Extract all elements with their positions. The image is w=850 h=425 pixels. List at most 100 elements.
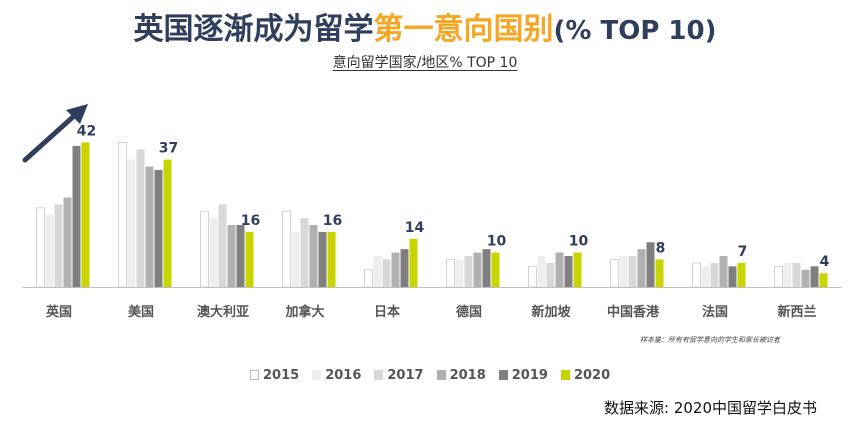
bar-2015-3	[282, 210, 291, 288]
legend-label-2017: 2017	[387, 367, 424, 383]
bar-2019-7	[646, 242, 655, 287]
data-label-9: 4	[820, 254, 830, 270]
category-label-6: 新加坡	[531, 304, 571, 320]
bar-2017-8	[710, 262, 719, 287]
legend-item-2017: 2017	[374, 367, 424, 383]
bar-2018-4	[391, 252, 400, 287]
data-label-3: 16	[323, 213, 342, 229]
title-highlight: 第一意向国别	[373, 12, 554, 47]
bar-2020-5	[491, 252, 500, 287]
category-label-8: 法国	[702, 304, 728, 320]
bar-2015-0	[36, 207, 45, 288]
bar-2016-8	[701, 266, 710, 287]
bar-2017-3	[300, 218, 309, 287]
bar-2017-1	[136, 149, 145, 287]
chart-subtitle: 意向留学国家/地区% TOP 10	[0, 52, 850, 72]
bar-2020-4	[409, 238, 418, 287]
title-suffix: (% TOP 10)	[553, 16, 717, 46]
category-label-7: 中国香港	[607, 304, 660, 320]
bar-2018-7	[637, 249, 646, 287]
category-label-0: 英国	[45, 304, 72, 320]
legend-item-2018: 2018	[436, 367, 486, 383]
legend-swatch-2017	[374, 370, 384, 380]
bar-2019-5	[482, 249, 491, 287]
bar-2017-2	[218, 204, 227, 287]
data-label-1: 37	[159, 141, 178, 157]
bar-2016-0	[45, 214, 54, 287]
bar-2015-9	[774, 265, 783, 288]
bar-2018-1	[145, 166, 154, 287]
title-main: 英国逐渐成为留学	[133, 12, 374, 47]
category-label-9: 新西兰	[777, 304, 816, 320]
legend-item-2020: 2020	[560, 367, 611, 383]
bar-2019-2	[236, 225, 245, 287]
chart-subtitle-text: 意向留学国家/地区% TOP 10	[332, 55, 518, 71]
source-note: 数据来源: 2020中国留学白皮书	[604, 399, 817, 417]
data-label-7: 8	[656, 240, 666, 256]
legend-swatch-2020	[560, 370, 570, 380]
category-label-2: 澳大利亚	[197, 304, 249, 320]
bar-2015-1	[118, 142, 127, 288]
bar-2019-1	[154, 169, 163, 287]
legend-label-2020: 2020	[573, 367, 611, 383]
bar-2020-2	[245, 231, 254, 287]
legend-swatch-2018	[436, 370, 446, 380]
bar-2020-6	[573, 252, 582, 287]
category-label-5: 德国	[456, 304, 482, 320]
bar-2019-3	[318, 231, 327, 287]
bar-2020-1	[163, 159, 172, 287]
bar-2018-6	[555, 252, 564, 287]
trend-arrow-icon	[22, 104, 88, 163]
bar-2018-2	[227, 225, 236, 287]
bar-2017-9	[792, 262, 801, 287]
bar-2017-0	[54, 204, 63, 287]
bar-2018-9	[801, 269, 810, 287]
bar-2020-0	[81, 142, 90, 287]
bar-2019-4	[400, 249, 409, 287]
bar-2017-6	[546, 262, 555, 287]
data-label-4: 14	[405, 220, 425, 236]
bar-2016-2	[209, 218, 218, 287]
data-label-0: 42	[77, 123, 96, 139]
bar-2016-9	[783, 262, 792, 287]
category-label-1: 美国	[128, 304, 154, 320]
bar-2020-9	[819, 273, 828, 287]
bar-2015-6	[528, 265, 537, 288]
bar-2016-1	[127, 159, 136, 287]
chart-legend: 2015 2016 2017 2018 2019 2020	[250, 366, 610, 384]
data-label-8: 7	[738, 244, 748, 260]
legend-label-2015: 2015	[263, 367, 300, 383]
bar-2019-0	[72, 145, 81, 287]
bar-2019-8	[728, 266, 737, 287]
sample-note: 样本量：所有有留学意向的学生和家长被访者	[640, 336, 780, 344]
legend-item-2019: 2019	[498, 367, 548, 383]
legend-label-2019: 2019	[511, 367, 548, 383]
bar-2019-9	[810, 266, 819, 287]
bar-2020-3	[327, 231, 336, 287]
legend-item-2015: 2015	[250, 368, 299, 383]
legend-label-2016: 2016	[325, 367, 362, 383]
bar-2019-6	[564, 256, 573, 287]
bar-2020-7	[655, 259, 664, 287]
legend-swatch-2019	[498, 370, 508, 380]
bar-2017-7	[628, 256, 637, 287]
bar-2017-5	[464, 256, 473, 287]
bar-2016-6	[537, 256, 546, 287]
bar-2020-8	[737, 262, 746, 287]
bar-2016-5	[455, 259, 464, 287]
data-label-6: 10	[569, 234, 589, 250]
data-label-5: 10	[487, 234, 507, 250]
bar-2015-8	[692, 262, 701, 288]
legend-label-2018: 2018	[449, 367, 486, 383]
legend-swatch-2016	[312, 370, 322, 380]
bar-2015-7	[610, 259, 619, 288]
bar-2015-2	[200, 210, 209, 288]
bar-2015-5	[446, 259, 455, 288]
legend-swatch-2015	[250, 370, 259, 380]
bar-2018-5	[473, 252, 482, 287]
category-label-4: 日本	[374, 304, 400, 320]
legend-item-2016: 2016	[312, 368, 361, 383]
bar-2016-7	[619, 256, 628, 287]
bar-2016-3	[291, 231, 300, 287]
bar-2018-0	[63, 197, 72, 287]
